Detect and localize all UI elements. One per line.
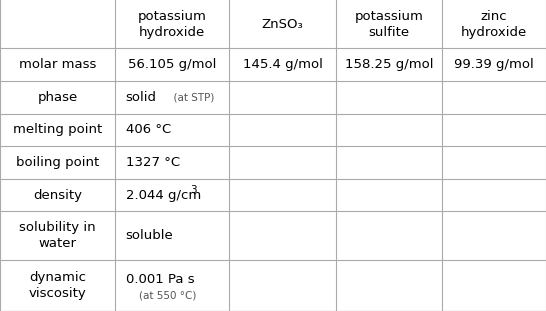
Text: (at STP): (at STP) (167, 92, 214, 102)
Text: 3: 3 (190, 184, 197, 195)
Text: ZnSO₃: ZnSO₃ (262, 18, 304, 30)
Text: dynamic
viscosity: dynamic viscosity (28, 271, 86, 300)
Text: 2.044 g/cm: 2.044 g/cm (126, 189, 201, 202)
Text: 56.105 g/mol: 56.105 g/mol (128, 58, 216, 71)
Text: phase: phase (37, 91, 78, 104)
Text: potassium
sulfite: potassium sulfite (355, 10, 424, 39)
Text: zinc
hydroxide: zinc hydroxide (461, 10, 527, 39)
Text: boiling point: boiling point (16, 156, 99, 169)
Text: 145.4 g/mol: 145.4 g/mol (243, 58, 323, 71)
Text: molar mass: molar mass (19, 58, 96, 71)
Text: potassium
hydroxide: potassium hydroxide (138, 10, 206, 39)
Text: 1327 °C: 1327 °C (126, 156, 180, 169)
Text: solid: solid (126, 91, 157, 104)
Text: (at 550 °C): (at 550 °C) (139, 290, 197, 301)
Text: soluble: soluble (126, 229, 174, 242)
Text: 0.001 Pa s: 0.001 Pa s (126, 273, 194, 286)
Text: 99.39 g/mol: 99.39 g/mol (454, 58, 534, 71)
Text: density: density (33, 189, 82, 202)
Text: solubility in
water: solubility in water (19, 221, 96, 250)
Text: 406 °C: 406 °C (126, 123, 171, 136)
Text: melting point: melting point (13, 123, 102, 136)
Text: 158.25 g/mol: 158.25 g/mol (345, 58, 434, 71)
